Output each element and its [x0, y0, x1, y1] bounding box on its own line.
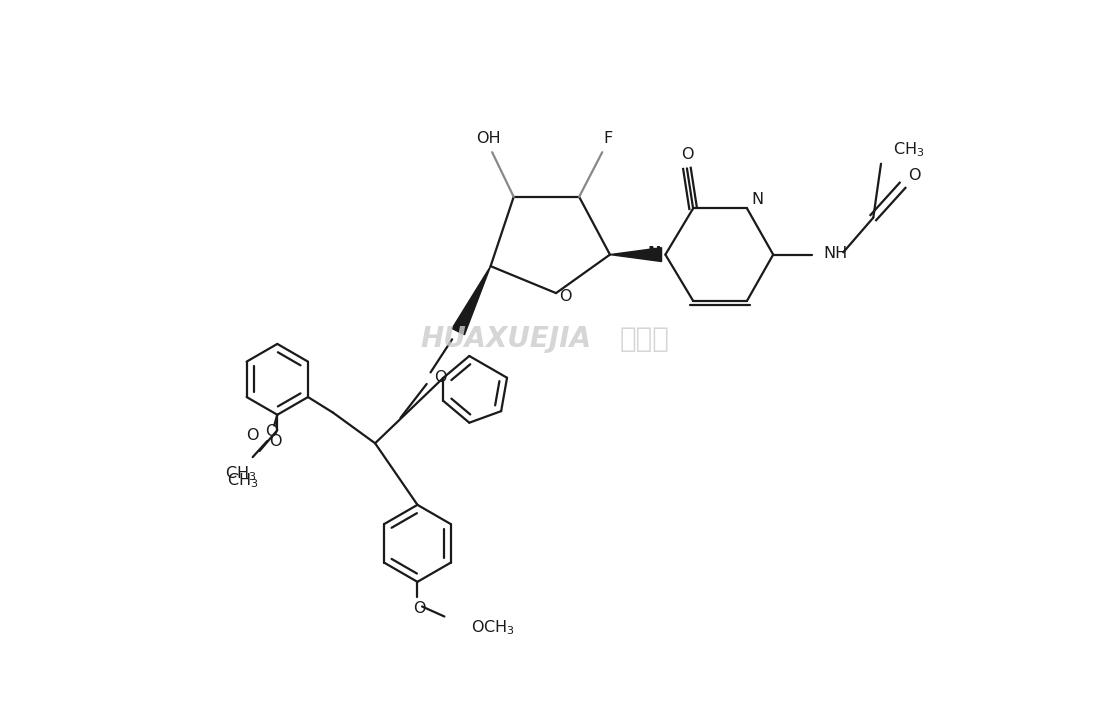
- Text: F: F: [604, 131, 613, 146]
- Text: CH$_3$: CH$_3$: [892, 141, 924, 159]
- Text: 化学加: 化学加: [619, 325, 670, 354]
- Text: O: O: [559, 290, 572, 305]
- Text: OCH$_3$: OCH$_3$: [472, 618, 516, 638]
- Text: OH: OH: [476, 131, 501, 146]
- Text: N: N: [648, 246, 661, 261]
- Text: CH$_3$: CH$_3$: [227, 471, 258, 490]
- Text: O: O: [245, 428, 258, 443]
- Text: O: O: [682, 147, 694, 162]
- Text: O: O: [265, 424, 277, 439]
- Text: O: O: [412, 601, 426, 616]
- Text: O: O: [434, 371, 447, 386]
- Polygon shape: [609, 248, 661, 261]
- Text: N: N: [751, 192, 763, 207]
- Text: HUAXUEJIA: HUAXUEJIA: [420, 325, 592, 354]
- Text: O: O: [270, 435, 282, 449]
- Text: NH: NH: [823, 246, 847, 261]
- Text: O: O: [909, 168, 921, 182]
- Text: CH$_3$: CH$_3$: [226, 465, 257, 484]
- Polygon shape: [452, 266, 491, 334]
